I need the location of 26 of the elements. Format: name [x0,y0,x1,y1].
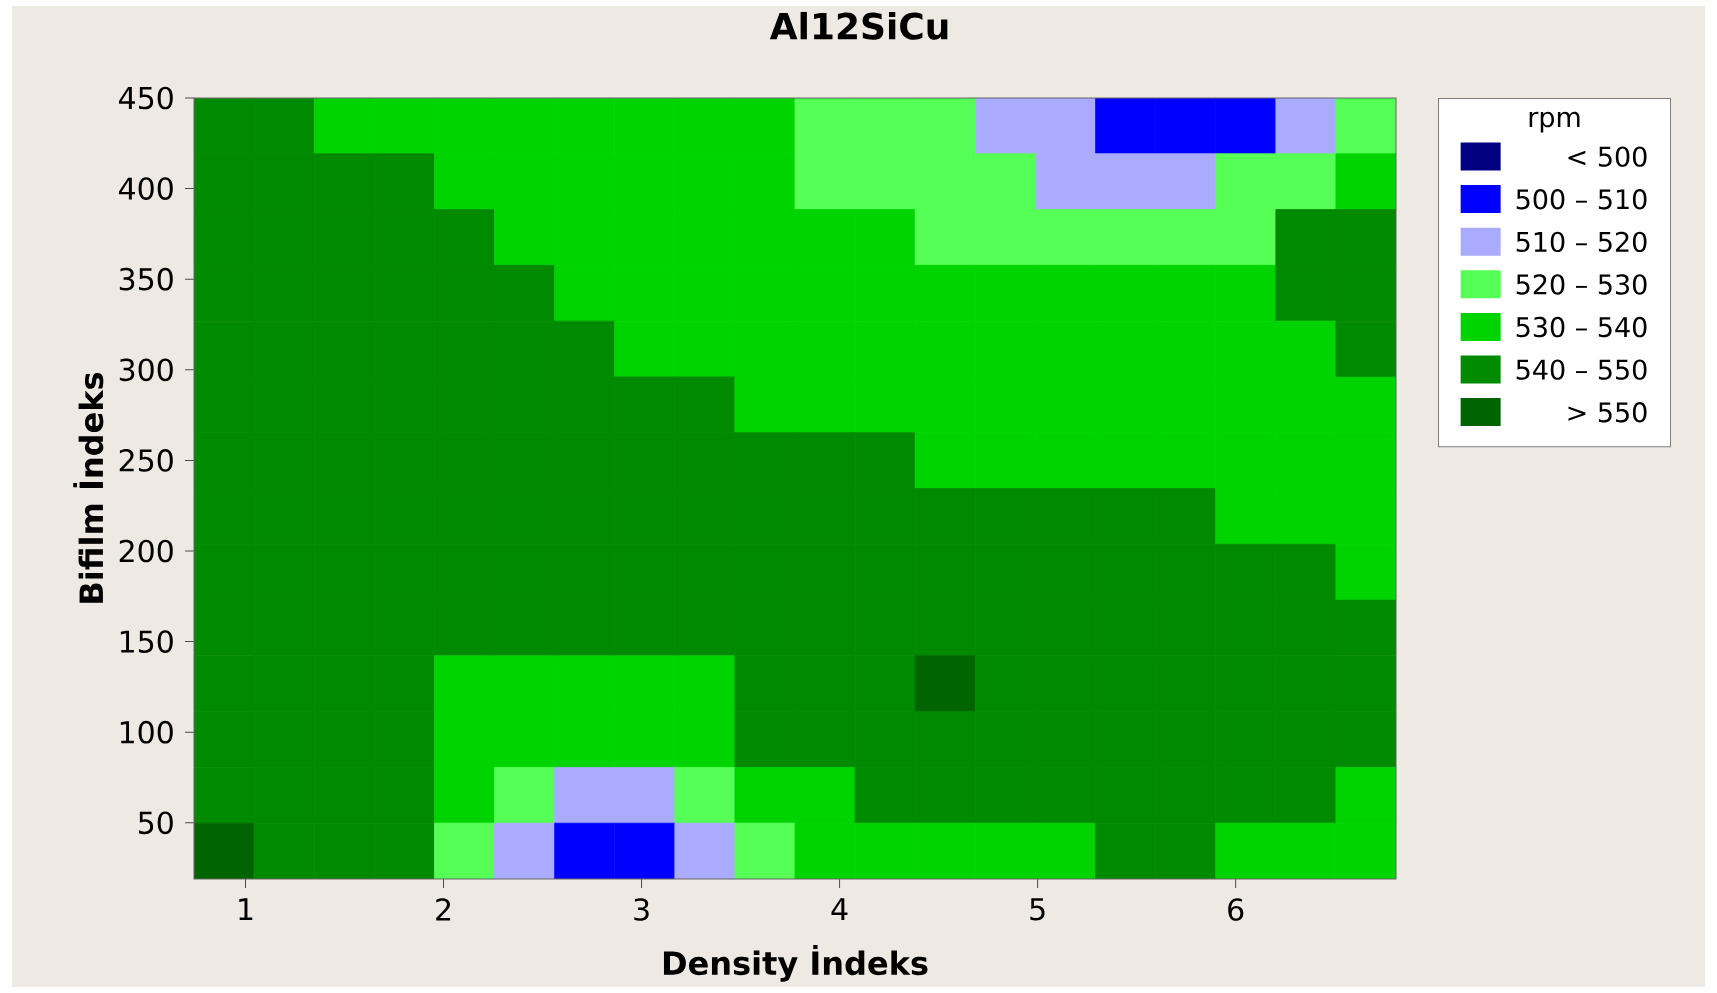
y-tick-label: 50 [138,811,173,835]
x-tick-label: 5 [1030,898,1045,921]
color-bar-label: > 550 [1568,402,1647,423]
y-tick-label: 450 [119,86,173,110]
x-axis-title: Density İndeks [663,945,928,982]
y-tick-label: 250 [119,449,173,472]
color-bar-label: < 500 [1568,146,1647,167]
color-bar-label: 530 – 540 [1516,316,1647,338]
y-tick-label: 300 [119,358,173,382]
chart-title: Al12SiCu [769,11,948,40]
y-tick-label: 200 [119,539,173,563]
color-bar-label: 520 – 530 [1516,274,1647,295]
y-tick-label: 400 [119,177,173,200]
y-axis-title: Bifilm İndeks [73,372,104,603]
color-bar-label: 500 – 510 [1516,189,1647,210]
x-tick-label: 4 [831,898,848,921]
x-tick-label: 2 [436,898,451,921]
color-bar-label: 540 – 550 [1516,359,1647,380]
x-tick-label: 6 [1228,898,1244,921]
x-tick-label: 3 [634,898,649,921]
color-bar-label: 510 – 520 [1516,231,1647,253]
x-tick-label: 1 [239,898,253,921]
y-tick-label: 350 [119,267,173,291]
y-tick-label: 100 [120,720,173,744]
y-tick-label: 150 [120,630,173,653]
legend-title: rpm [1529,111,1580,133]
